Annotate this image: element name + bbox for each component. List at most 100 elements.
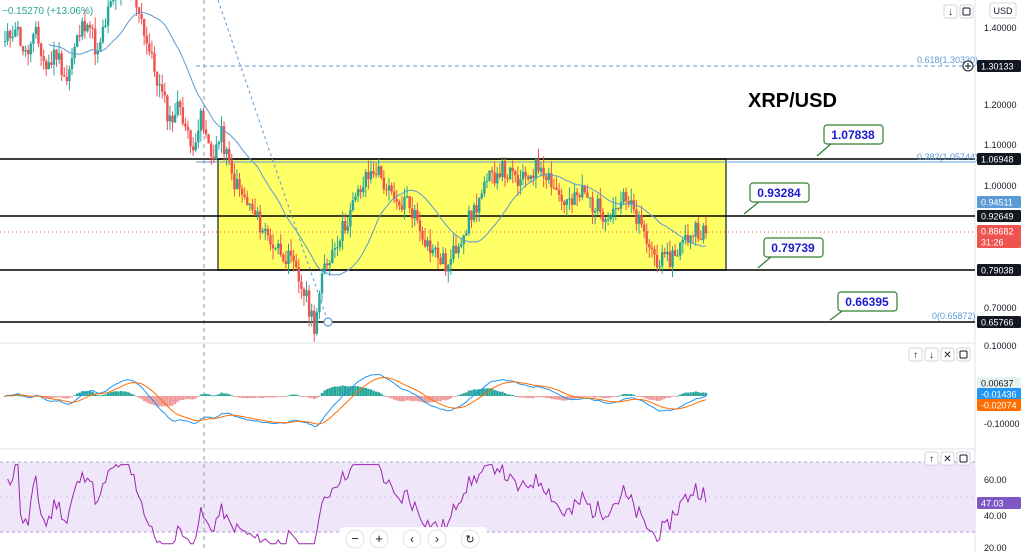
candle-body [410, 208, 414, 219]
macd-histogram-bar [328, 388, 331, 396]
arrow-up-icon: ↑ [913, 350, 918, 361]
macd-histogram-bar [382, 395, 386, 397]
macd-histogram-bar [359, 387, 362, 396]
macd-badge-text: 0.00637 [981, 379, 1014, 389]
macd-histogram-bar [101, 394, 105, 396]
candle-body [385, 189, 388, 191]
callout-1[interactable]: 1.07838 [816, 124, 884, 157]
candle-body [689, 235, 692, 243]
macd-histogram-bar [606, 396, 610, 399]
macd-histogram-bar [279, 396, 282, 397]
candle-body [271, 244, 275, 249]
macd-histogram-bar [181, 396, 185, 400]
swing-low-marker[interactable] [323, 317, 333, 327]
candle-body [343, 220, 347, 231]
candle-body [575, 192, 579, 196]
candle-body [264, 228, 267, 231]
close-pane-button[interactable]: ✕ [940, 451, 955, 466]
candle-body [135, 0, 138, 8]
macd-histogram-bar [441, 396, 445, 401]
maximize-button[interactable] [956, 451, 971, 466]
candle-body [408, 196, 411, 209]
candle-body [282, 254, 285, 262]
price-tick: 0.70000 [984, 303, 1017, 313]
candle-body [336, 247, 339, 249]
callout-2[interactable]: 0.93284 [743, 182, 810, 215]
scroll-left-button[interactable]: ‹ [402, 529, 422, 549]
macd-histogram-bar [480, 388, 483, 396]
macd-histogram-bar [604, 396, 607, 399]
candle-body [545, 176, 548, 180]
macd-histogram-bar [655, 396, 659, 401]
candle-body [511, 167, 514, 172]
candle-body [539, 167, 543, 172]
candle-body [14, 29, 17, 37]
candle-body [57, 53, 61, 60]
move-up-button[interactable]: ↑ [924, 451, 939, 466]
zoom-in-button[interactable]: + [369, 529, 389, 549]
zoom-out-button[interactable]: − [345, 529, 365, 549]
candle-body [444, 253, 447, 272]
macd-histogram-bar [238, 396, 241, 398]
maximize-button[interactable] [959, 4, 974, 19]
candle-body [99, 42, 102, 51]
collapse-button[interactable]: ↓ [943, 4, 958, 19]
macd-histogram-bar [240, 396, 244, 398]
move-up-button[interactable]: ↑ [908, 347, 923, 362]
candle-body [514, 171, 517, 176]
candle-body [581, 185, 584, 198]
scroll-right-button[interactable]: › [427, 529, 447, 549]
candle-body [377, 166, 380, 175]
callout-label: 0.66395 [845, 295, 889, 309]
move-down-button[interactable]: ↓ [924, 347, 939, 362]
macd-histogram-bar [405, 396, 409, 401]
macd-histogram-bar [545, 396, 548, 399]
candle-body [671, 250, 674, 267]
macd-histogram-bar [519, 396, 522, 398]
maximize-button[interactable] [956, 347, 971, 362]
candle-body [86, 24, 89, 32]
callout-3[interactable]: 0.79739 [757, 237, 824, 269]
macd-histogram-bar [699, 392, 703, 396]
candle-body [238, 178, 241, 189]
maximize-icon [959, 454, 968, 463]
macd-histogram-bar [166, 396, 169, 407]
macd-histogram-bar [168, 396, 172, 407]
candle-body [320, 273, 324, 294]
macd-histogram-bar [658, 396, 661, 401]
candle-body [609, 214, 612, 220]
macd-histogram-bar [63, 396, 66, 399]
macd-tick: 0.10000 [984, 341, 1017, 351]
price-badge-bg [977, 153, 1021, 165]
reset-button[interactable]: ↻ [460, 529, 480, 549]
crosshair-target-icon[interactable] [962, 60, 974, 72]
macd-histogram-bar [454, 396, 458, 397]
currency-button[interactable]: USD [989, 2, 1017, 19]
candle-body [217, 141, 221, 145]
macd-histogram-bar [112, 391, 115, 396]
callout-4[interactable]: 0.66395 [829, 291, 898, 321]
macd-histogram-bar [140, 396, 143, 400]
macd-histogram-bar [503, 393, 507, 396]
candle-body [578, 195, 581, 198]
close-pane-button[interactable]: ✕ [940, 347, 955, 362]
candle-body [3, 41, 7, 43]
macd-histogram-bar [269, 396, 272, 398]
macd-histogram-bar [292, 394, 295, 396]
macd-histogram-bar [467, 390, 471, 396]
macd-histogram-bar [295, 394, 298, 396]
macd-histogram-bar [117, 391, 120, 396]
macd-histogram-bar [416, 396, 419, 402]
candle-body [292, 255, 295, 262]
macd-histogram-bar [3, 396, 7, 397]
candle-body [524, 171, 527, 177]
candle-body [55, 49, 58, 60]
macd-histogram-bar [560, 396, 563, 401]
rsi-pane-controls: ↑ ✕ [924, 451, 971, 466]
candle-body [230, 160, 233, 174]
macd-histogram-bar [457, 395, 460, 396]
macd-histogram-bar [573, 396, 576, 399]
macd-histogram-bar [354, 386, 357, 396]
rsi-tick: 20.00 [984, 543, 1007, 552]
